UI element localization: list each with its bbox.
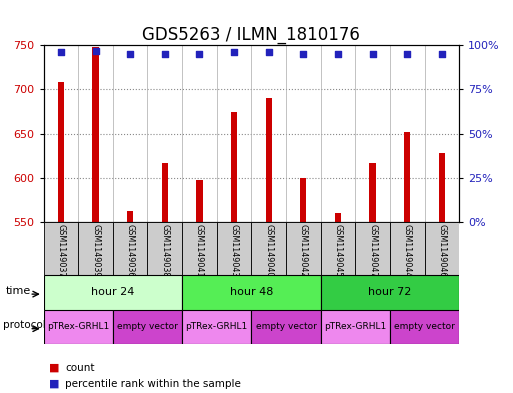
Bar bbox=[390, 222, 424, 275]
Bar bbox=[355, 222, 390, 275]
Point bbox=[126, 51, 134, 57]
Text: time: time bbox=[6, 286, 31, 296]
Text: pTRex-GRHL1: pTRex-GRHL1 bbox=[324, 323, 386, 331]
Bar bbox=[286, 222, 321, 275]
Bar bbox=[300, 178, 306, 222]
Text: GSM1149043: GSM1149043 bbox=[229, 224, 239, 277]
Point bbox=[334, 51, 342, 57]
Bar bbox=[424, 222, 459, 275]
Text: hour 72: hour 72 bbox=[368, 287, 411, 298]
Bar bbox=[439, 153, 445, 222]
Bar bbox=[321, 275, 459, 310]
Bar bbox=[78, 222, 113, 275]
Point bbox=[299, 51, 307, 57]
Point bbox=[368, 51, 377, 57]
Bar bbox=[113, 310, 182, 344]
Bar bbox=[231, 112, 237, 222]
Title: GDS5263 / ILMN_1810176: GDS5263 / ILMN_1810176 bbox=[143, 26, 360, 44]
Text: GSM1149047: GSM1149047 bbox=[368, 224, 377, 278]
Text: hour 48: hour 48 bbox=[230, 287, 273, 298]
Bar bbox=[58, 82, 64, 222]
Text: GSM1149041: GSM1149041 bbox=[195, 224, 204, 277]
Text: GSM1149036: GSM1149036 bbox=[126, 224, 135, 277]
Text: GSM1149040: GSM1149040 bbox=[264, 224, 273, 277]
Text: GSM1149046: GSM1149046 bbox=[437, 224, 446, 277]
Bar bbox=[251, 310, 321, 344]
Bar bbox=[390, 310, 459, 344]
Text: GSM1149037: GSM1149037 bbox=[56, 224, 66, 278]
Point bbox=[195, 51, 204, 57]
Point bbox=[438, 51, 446, 57]
Bar bbox=[127, 211, 133, 222]
Bar bbox=[335, 213, 341, 222]
Bar bbox=[44, 310, 113, 344]
Text: GSM1149039: GSM1149039 bbox=[91, 224, 100, 278]
Point bbox=[161, 51, 169, 57]
Text: empty vector: empty vector bbox=[117, 323, 178, 331]
Text: count: count bbox=[65, 363, 95, 373]
Point bbox=[230, 49, 238, 55]
Bar bbox=[113, 222, 148, 275]
Text: pTRex-GRHL1: pTRex-GRHL1 bbox=[47, 323, 109, 331]
Bar bbox=[44, 275, 182, 310]
Bar bbox=[251, 222, 286, 275]
Bar bbox=[182, 222, 216, 275]
Text: GSM1149044: GSM1149044 bbox=[403, 224, 412, 277]
Bar bbox=[182, 275, 321, 310]
Text: ■: ■ bbox=[49, 363, 59, 373]
Bar bbox=[369, 163, 376, 222]
Text: empty vector: empty vector bbox=[255, 323, 317, 331]
Text: GSM1149045: GSM1149045 bbox=[333, 224, 343, 278]
Bar bbox=[266, 98, 272, 222]
Bar bbox=[321, 310, 390, 344]
Text: percentile rank within the sample: percentile rank within the sample bbox=[65, 378, 241, 389]
Point bbox=[403, 51, 411, 57]
Text: GSM1149038: GSM1149038 bbox=[160, 224, 169, 277]
Point bbox=[91, 47, 100, 53]
Bar bbox=[92, 47, 98, 222]
Bar bbox=[148, 222, 182, 275]
Bar bbox=[321, 222, 355, 275]
Bar bbox=[182, 310, 251, 344]
Point bbox=[57, 49, 65, 55]
Bar bbox=[216, 222, 251, 275]
Text: pTRex-GRHL1: pTRex-GRHL1 bbox=[186, 323, 248, 331]
Bar bbox=[404, 132, 410, 222]
Bar bbox=[162, 163, 168, 222]
Bar bbox=[44, 222, 78, 275]
Text: GSM1149042: GSM1149042 bbox=[299, 224, 308, 278]
Text: protocol: protocol bbox=[3, 320, 45, 330]
Text: hour 24: hour 24 bbox=[91, 287, 134, 298]
Text: empty vector: empty vector bbox=[394, 323, 455, 331]
Point bbox=[265, 49, 273, 55]
Text: ■: ■ bbox=[49, 378, 59, 389]
Bar bbox=[196, 180, 203, 222]
